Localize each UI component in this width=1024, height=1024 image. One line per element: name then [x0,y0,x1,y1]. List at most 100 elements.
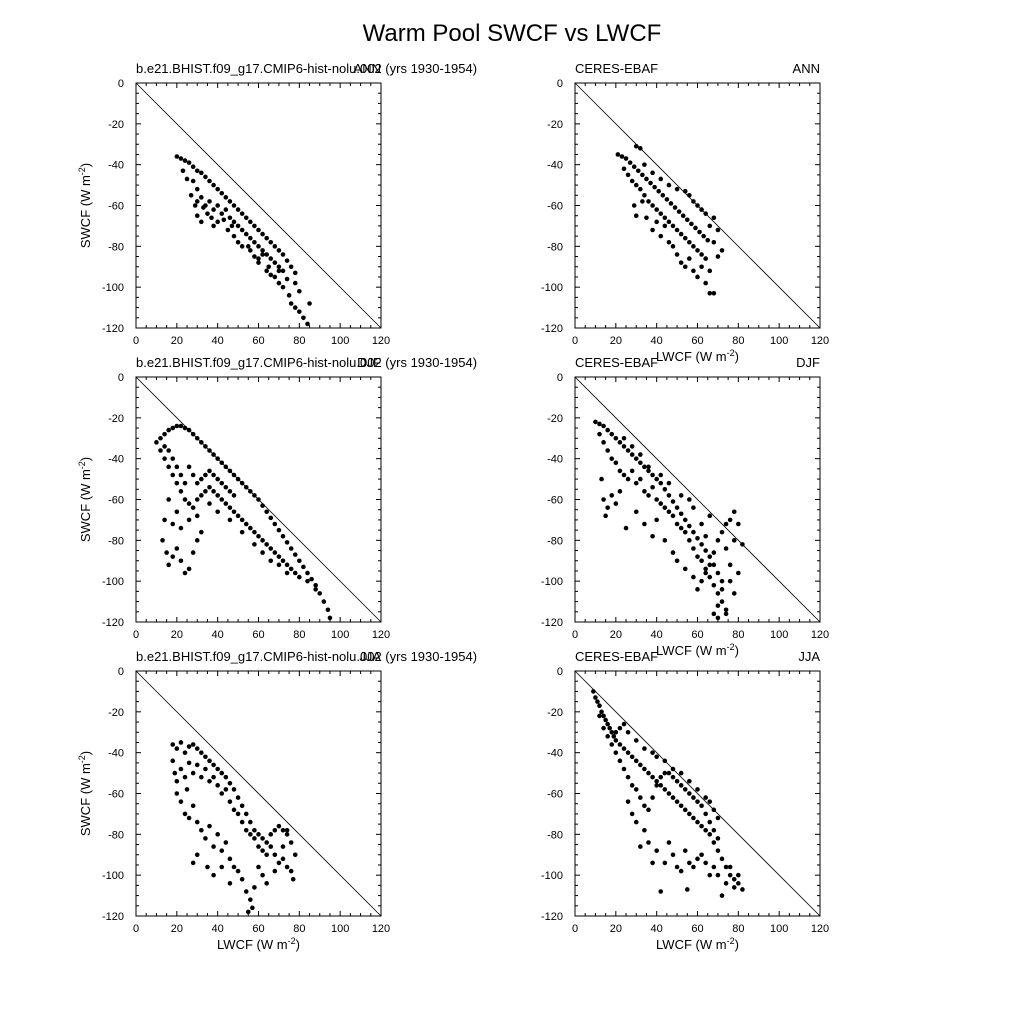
data-point [662,505,668,510]
data-point [166,497,171,502]
y-tick-label: -20 [547,413,563,425]
data-point [666,219,672,225]
data-point [211,182,216,188]
data-point [243,521,249,527]
y-axis-label-text: SWCF (W m [78,763,93,836]
data-point [719,856,725,862]
y-tick-label: -80 [547,241,563,253]
data-point [207,178,212,184]
data-point [736,521,741,527]
data-point [178,423,184,429]
y-tick-label: -120 [102,323,124,335]
data-point [194,168,200,174]
data-point [276,264,282,270]
data-point [615,152,621,157]
data-point [658,501,664,506]
data-point [223,195,229,200]
data-point [194,538,200,543]
data-point [239,529,245,535]
data-point [605,427,610,433]
data-point [199,493,204,498]
data-point [654,848,659,853]
data-point [231,472,237,478]
data-point [268,844,274,849]
data-point [691,815,696,821]
data-point [711,550,717,555]
data-point [194,819,200,825]
y-tick-label: -40 [108,748,124,760]
data-point [284,864,290,870]
data-point [650,774,655,780]
data-point [239,819,245,825]
data-point [170,472,176,478]
data-point [268,256,274,261]
data-point [292,852,298,858]
data-point [186,517,192,523]
data-point [674,186,680,192]
data-point [621,166,627,172]
data-point [229,223,235,229]
data-point [186,760,192,766]
reference-line [574,376,821,623]
data-point [693,225,698,231]
data-point [227,468,233,474]
data-point [603,717,608,723]
data-point [662,486,668,492]
data-point [207,484,212,490]
data-point [625,172,631,178]
data-point [715,254,721,259]
data-point [703,533,708,539]
data-point [691,199,696,204]
data-point [611,734,617,739]
data-point [609,456,615,461]
data-point [638,476,643,482]
x-tick-label: 40 [651,629,663,641]
data-point [650,484,655,490]
data-point [219,460,225,466]
reference-line [135,82,382,329]
data-point [603,513,608,519]
data-point [256,244,261,249]
y-tick-label: -60 [108,495,124,507]
data-point [660,192,666,198]
data-point [678,525,684,531]
data-point [207,468,212,474]
data-point [715,872,721,878]
data-point [707,290,713,296]
x-tick-label: 20 [171,335,183,347]
x-axis-label: LWCF (W m-2) [656,642,739,658]
data-point [174,509,180,515]
data-point [284,827,290,833]
data-point [629,811,635,817]
data-point [687,497,692,502]
data-point [658,480,664,486]
data-point [260,503,265,508]
data-point [235,476,241,482]
x-axis-label-exponent: -2 [727,642,735,652]
data-point [245,244,251,249]
data-point [264,252,269,257]
data-point [711,215,717,221]
data-point [288,566,294,572]
data-point [678,783,684,788]
data-point [723,611,729,617]
x-tick-label: 100 [770,629,788,641]
data-point [687,239,692,245]
data-point [646,770,651,776]
data-point [654,219,659,225]
data-point [731,538,737,543]
data-point [170,456,176,461]
data-point [264,235,269,241]
data-point [642,489,647,494]
data-point [703,566,708,572]
data-point [194,513,200,519]
data-point [264,852,269,858]
data-point [654,778,659,784]
data-point [658,783,664,788]
x-tick-label: 120 [372,629,390,641]
data-point [699,803,704,809]
data-point [719,248,725,253]
data-point [248,235,253,241]
data-point [687,256,692,261]
y-tick-label: 0 [557,78,563,90]
